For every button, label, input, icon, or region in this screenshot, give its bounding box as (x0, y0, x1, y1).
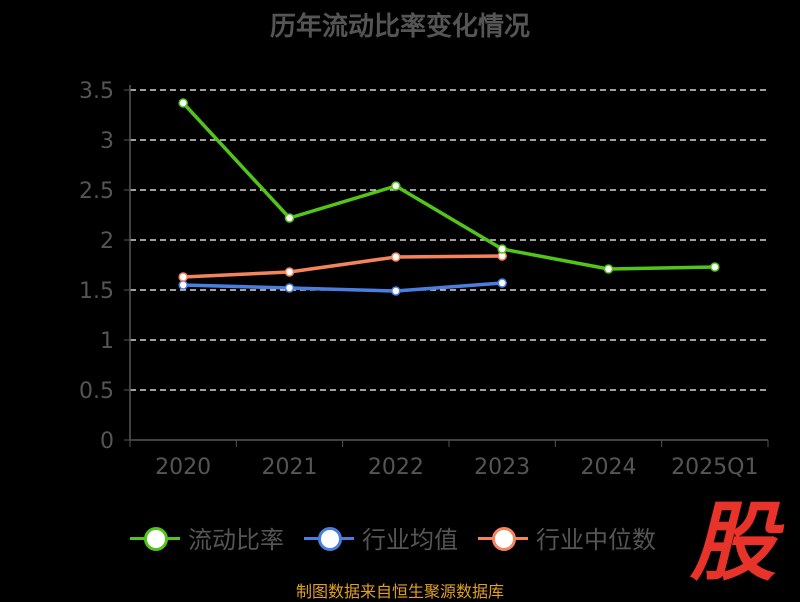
y-tick-label: 3 (100, 129, 114, 154)
series-line (181, 101, 715, 271)
legend: 流动比率 行业均值 行业中位数 (130, 520, 656, 555)
legend-label: 流动比率 (188, 526, 284, 554)
data-point (178, 98, 188, 108)
legend-marker-icon (130, 523, 180, 553)
data-point (603, 264, 614, 274)
x-tick-label: 2022 (368, 455, 424, 480)
series-line (183, 254, 503, 279)
data-point (284, 283, 295, 293)
legend-label: 行业均值 (362, 526, 458, 554)
y-tick-label: 2.5 (79, 179, 114, 204)
legend-marker-icon (304, 523, 354, 553)
data-point (391, 181, 401, 191)
data-point (178, 272, 188, 282)
y-tick-label: 3.5 (79, 79, 114, 104)
y-tick-label: 0 (100, 429, 114, 454)
x-tick-label: 2023 (474, 455, 530, 480)
y-tick-label: 2 (100, 229, 114, 254)
legend-label: 行业中位数 (536, 526, 656, 554)
y-tick-label: 0.5 (79, 379, 114, 404)
x-tick-label: 2021 (262, 455, 318, 480)
watermark-logo: 股 (690, 493, 776, 593)
legend-item-industry-mean[interactable]: 行业均值 (304, 520, 458, 555)
y-tick-label: 1.5 (79, 279, 114, 304)
y-tick-label: 1 (100, 329, 114, 354)
x-tick-label: 2024 (581, 455, 637, 480)
data-point (391, 252, 401, 262)
legend-item-current-ratio[interactable]: 流动比率 (130, 520, 284, 555)
legend-marker-icon (478, 523, 528, 553)
data-point (391, 286, 401, 296)
data-point (284, 267, 295, 277)
chart-title: 历年流动比率变化情况 (269, 12, 530, 42)
x-tick-label: 2020 (155, 455, 211, 480)
x-tick-label: 2025Q1 (671, 455, 758, 480)
data-point (497, 244, 507, 254)
data-point (178, 280, 188, 290)
data-source-note: 制图数据来自恒生聚源数据库 (295, 582, 504, 601)
data-point (710, 262, 720, 272)
legend-item-industry-median[interactable]: 行业中位数 (478, 520, 656, 555)
series-line (183, 281, 503, 293)
data-point (497, 278, 507, 288)
data-point (284, 213, 295, 223)
